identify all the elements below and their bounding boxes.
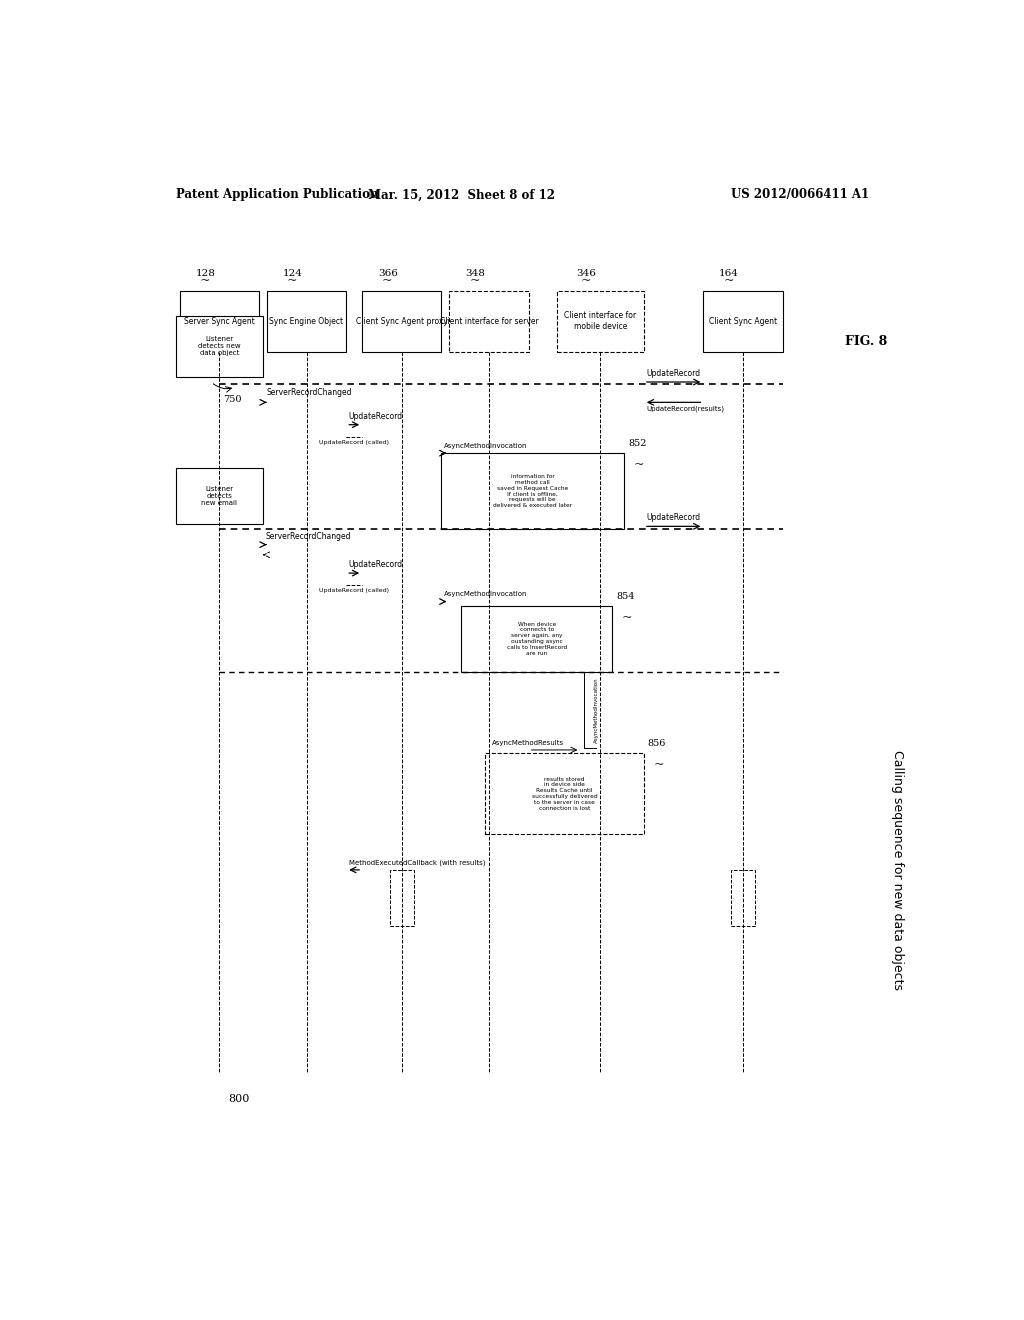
Text: ServerRecordChanged: ServerRecordChanged [267, 388, 352, 397]
Bar [390, 870, 414, 925]
Bar [179, 290, 259, 351]
Bar [703, 290, 782, 351]
Text: 164: 164 [719, 269, 739, 279]
Text: AsyncMethodInvocation: AsyncMethodInvocation [443, 591, 527, 598]
Text: 750: 750 [223, 395, 242, 404]
Text: ~: ~ [723, 275, 734, 288]
Text: UpdateRecord: UpdateRecord [348, 560, 402, 569]
Text: information for
method call
saved in Request Cache
If client is offline,
request: information for method call saved in Req… [494, 474, 572, 508]
Text: 800: 800 [228, 1093, 250, 1104]
Text: UpdateRecord(results): UpdateRecord(results) [646, 405, 724, 412]
Bar [556, 290, 644, 351]
Text: ~: ~ [469, 275, 480, 288]
Text: ~: ~ [653, 758, 664, 771]
Text: UpdateRecord: UpdateRecord [646, 370, 700, 378]
Text: ~: ~ [382, 275, 392, 288]
Bar [267, 290, 346, 351]
Bar [450, 290, 528, 351]
Text: AsyncMethodInvocation: AsyncMethodInvocation [594, 677, 599, 743]
Text: UpdateRecord: UpdateRecord [348, 412, 402, 421]
Text: 852: 852 [628, 440, 646, 447]
Bar [485, 752, 644, 834]
Text: MethodExecutedCallback (with results): MethodExecutedCallback (with results) [348, 859, 485, 866]
Text: ~: ~ [622, 611, 632, 623]
Text: UpdateRecord: UpdateRecord [646, 513, 700, 523]
Text: Client interface for
mobile device: Client interface for mobile device [564, 312, 636, 331]
Text: When device
connects to
server again, any
oustanding async
calls to InsertRecord: When device connects to server again, an… [507, 622, 567, 656]
Text: Listener
detects
new email: Listener detects new email [202, 486, 238, 507]
Text: AsyncMethodInvocation: AsyncMethodInvocation [443, 444, 527, 449]
Text: 124: 124 [283, 269, 303, 279]
Bar [362, 290, 441, 351]
Text: ServerRecordChanged: ServerRecordChanged [265, 532, 351, 541]
Text: US 2012/0066411 A1: US 2012/0066411 A1 [731, 189, 869, 202]
Bar [462, 606, 612, 672]
Text: 856: 856 [648, 739, 667, 748]
Text: FIG. 8: FIG. 8 [845, 335, 887, 348]
Text: 346: 346 [577, 269, 596, 279]
Text: UpdateRecord (called): UpdateRecord (called) [319, 589, 389, 593]
Text: Client Sync Agent: Client Sync Agent [709, 317, 777, 326]
Text: UpdateRecord (called): UpdateRecord (called) [319, 440, 389, 445]
Text: Mar. 15, 2012  Sheet 8 of 12: Mar. 15, 2012 Sheet 8 of 12 [368, 189, 555, 202]
Text: ~: ~ [200, 275, 210, 288]
Text: results stored
in device side
Results Cache until
successfully delivered
to the : results stored in device side Results Ca… [531, 776, 597, 810]
Text: 854: 854 [616, 591, 635, 601]
Bar [176, 469, 263, 524]
Text: 128: 128 [196, 269, 215, 279]
Text: AsyncMethodResults: AsyncMethodResults [492, 741, 563, 746]
Text: Server Sync Agent: Server Sync Agent [184, 317, 255, 326]
Bar [731, 870, 755, 925]
Text: ~: ~ [581, 275, 591, 288]
Text: 348: 348 [465, 269, 485, 279]
Text: ~: ~ [634, 458, 644, 471]
Text: Client Sync Agent proxy: Client Sync Agent proxy [356, 317, 447, 326]
Text: 366: 366 [378, 269, 398, 279]
Text: Sync Engine Object: Sync Engine Object [269, 317, 344, 326]
Text: Calling sequence for new data objects: Calling sequence for new data objects [891, 750, 904, 990]
Text: Patent Application Publication: Patent Application Publication [176, 189, 378, 202]
Bar [176, 315, 263, 378]
Text: ~: ~ [287, 275, 297, 288]
Text: Listener
detects new
data object: Listener detects new data object [198, 337, 241, 356]
Bar [441, 453, 624, 529]
Text: Client interface for server: Client interface for server [439, 317, 539, 326]
